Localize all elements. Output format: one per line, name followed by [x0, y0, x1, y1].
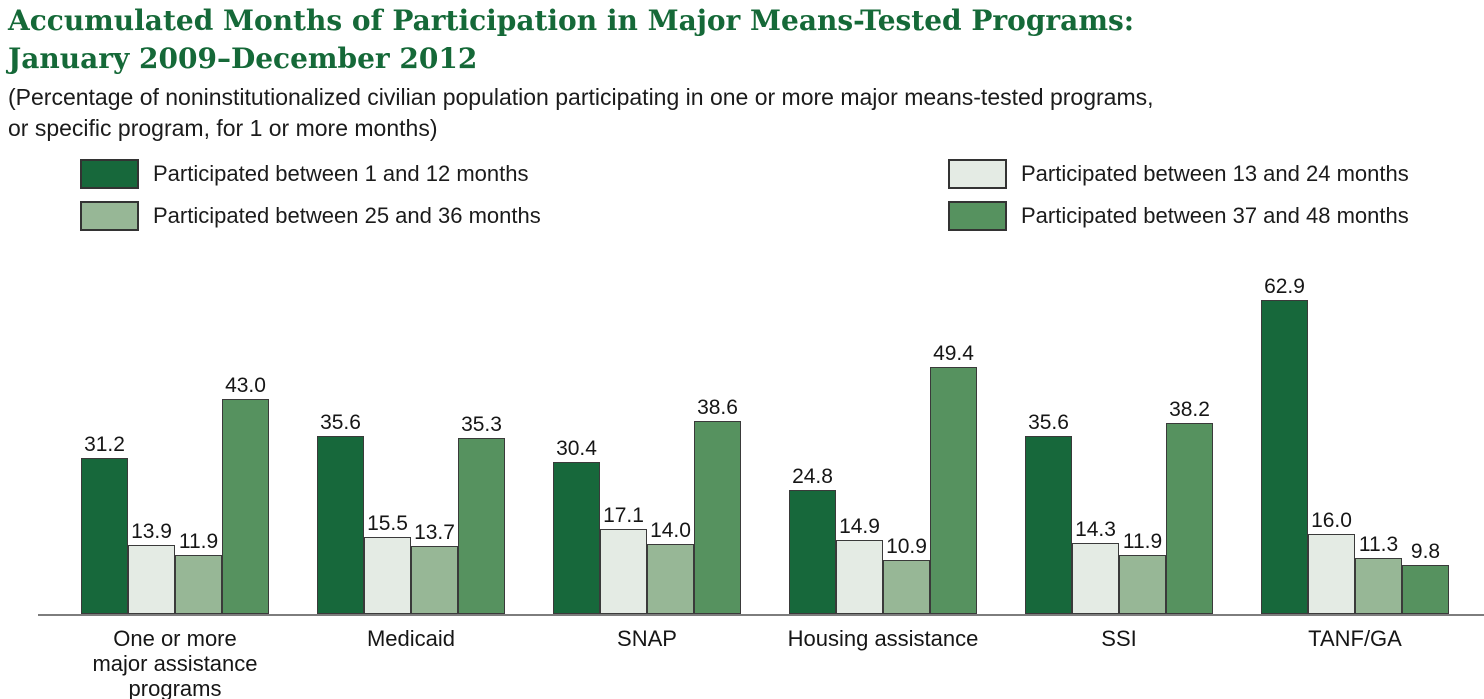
- bar: 35.6: [317, 411, 364, 614]
- legend-swatch-pale-green: [948, 159, 1007, 189]
- legend-item-37-48-months: Participated between 37 and 48 months: [948, 201, 1409, 231]
- bar: 31.2: [81, 433, 128, 614]
- bar: 13.9: [128, 520, 175, 614]
- category-label: SSI: [1101, 626, 1137, 651]
- bar-value-label: 11.9: [178, 529, 219, 553]
- bar-value-label: 38.2: [1169, 398, 1210, 421]
- bar: 35.6: [1025, 411, 1072, 614]
- bar-value-label: 38.6: [697, 396, 738, 419]
- bar-value-label: 35.6: [1028, 411, 1069, 434]
- legend-swatch-dark-green: [80, 159, 139, 189]
- bar: 16.0: [1308, 509, 1355, 614]
- bar: 38.2: [1166, 398, 1213, 614]
- bar: 24.8: [789, 465, 836, 614]
- legend-label: Participated between 37 and 48 months: [1021, 203, 1409, 228]
- bar: 14.9: [836, 515, 883, 614]
- bar-value-label: 30.4: [556, 437, 597, 460]
- bar: 10.9: [883, 535, 930, 614]
- subtitle-line-1: (Percentage of noninstitutionalized civi…: [8, 84, 1154, 110]
- bar: 49.4: [930, 342, 977, 614]
- title-line-2: January 2009–December 2012: [8, 42, 478, 75]
- bar-value-label: 35.3: [461, 412, 502, 436]
- legend-swatch-sage-green: [80, 201, 139, 231]
- legend-swatch-medium-green: [948, 201, 1007, 231]
- bar: 11.3: [1355, 533, 1402, 614]
- legend-label: Participated between 13 and 24 months: [1021, 161, 1409, 186]
- bar-group: 24.8 14.9 10.9 49.4: [789, 342, 977, 614]
- bar: 13.7: [411, 521, 458, 614]
- title-line-1: Accumulated Months of Participation in M…: [8, 4, 1135, 37]
- subtitle-line-2: or specific program, for 1 or more month…: [8, 115, 438, 141]
- bar-value-label: 14.0: [650, 519, 691, 542]
- bar-value-label: 16.0: [1311, 509, 1352, 532]
- bar-value-label: 43.0: [225, 374, 266, 397]
- bar-value-label: 15.5: [367, 511, 408, 535]
- chart-subtitle: (Percentage of noninstitutionalized civi…: [8, 82, 1154, 144]
- bar: 14.3: [1072, 518, 1119, 614]
- bar-value-label: 17.1: [603, 503, 644, 527]
- bar: 35.3: [458, 413, 505, 614]
- legend-label: Participated between 1 and 12 months: [153, 161, 529, 186]
- bar-value-label: 11.9: [1122, 529, 1163, 553]
- category-label: SNAP: [617, 626, 677, 651]
- legend-item-1-12-months: Participated between 1 and 12 months: [80, 159, 528, 189]
- bar-value-label: 13.7: [414, 520, 455, 544]
- bar: 11.9: [175, 530, 222, 614]
- bar-group: 35.6 15.5 13.7 35.3: [317, 411, 505, 614]
- category-label: One or more major assistance programs: [92, 626, 258, 699]
- bar: 30.4: [553, 437, 600, 614]
- page-title: Accumulated Months of Participation in M…: [8, 2, 1134, 78]
- bar-value-label: 14.9: [839, 514, 880, 538]
- bar-group: 30.4 17.1 14.0 38.6: [553, 396, 741, 614]
- bar-value-label: 11.3: [1358, 532, 1399, 556]
- bar: 62.9: [1261, 275, 1308, 614]
- legend-item-13-24-months: Participated between 13 and 24 months: [948, 159, 1409, 189]
- bar-value-label: 14.3: [1075, 517, 1116, 541]
- bar-group: 35.6 14.3 11.9 38.2: [1025, 398, 1213, 614]
- bar: 38.6: [694, 396, 741, 614]
- bar-group: 31.2 13.9 11.9 43.0: [81, 374, 269, 614]
- bar-value-label: 31.2: [84, 433, 125, 456]
- category-label: Housing assistance: [787, 626, 979, 651]
- bar: 9.8: [1402, 540, 1449, 614]
- bar: 14.0: [647, 519, 694, 614]
- legend-item-25-36-months: Participated between 25 and 36 months: [80, 201, 541, 231]
- bar: 43.0: [222, 374, 269, 614]
- bar-group: 62.9 16.0 11.3 9.8: [1261, 275, 1449, 614]
- category-label: Medicaid: [366, 626, 456, 651]
- x-axis-line: [38, 614, 1484, 616]
- bar: 17.1: [600, 504, 647, 614]
- legend-label: Participated between 25 and 36 months: [153, 203, 541, 228]
- bar-value-label: 35.6: [320, 411, 361, 434]
- bar-value-label: 24.8: [792, 465, 833, 488]
- bar-value-label: 9.8: [1410, 540, 1441, 563]
- bar-value-label: 62.9: [1264, 274, 1305, 298]
- bar: 15.5: [364, 512, 411, 614]
- bar-value-label: 49.4: [933, 342, 974, 365]
- bar-value-label: 10.9: [886, 534, 927, 558]
- bar-value-label: 13.9: [131, 519, 172, 543]
- category-label: TANF/GA: [1308, 626, 1402, 651]
- bar: 11.9: [1119, 530, 1166, 614]
